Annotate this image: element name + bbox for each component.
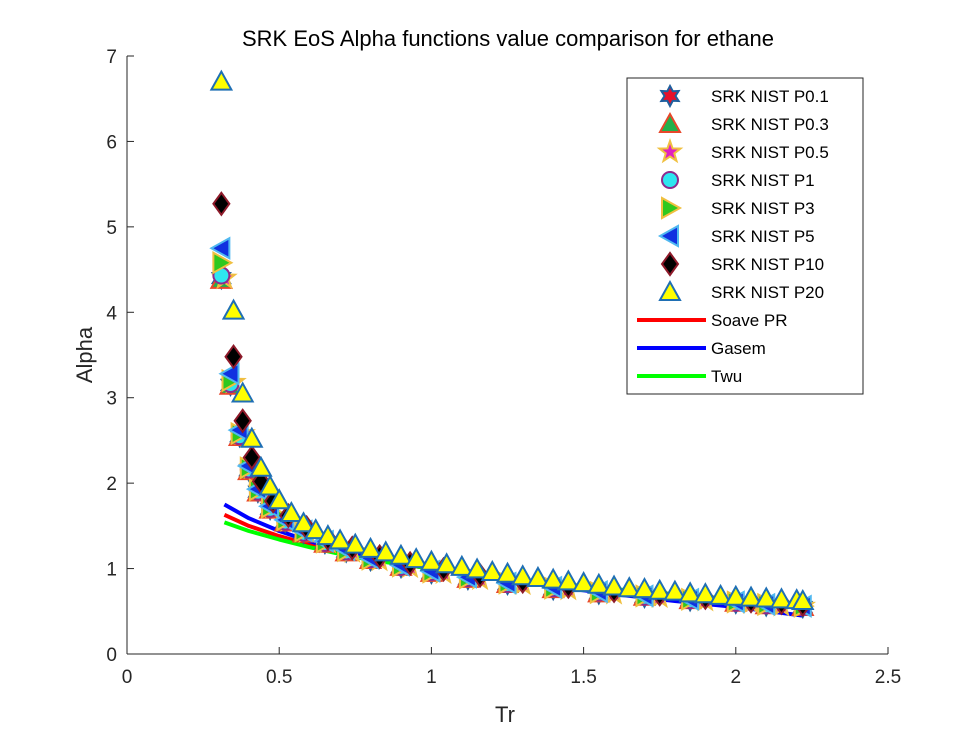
y-tick-label: 4 [106,303,117,324]
data-point [450,554,474,576]
data-point [218,362,240,386]
data-point [663,579,687,601]
legend-label: Gasem [711,339,766,358]
data-point [434,552,459,574]
data-point [358,536,383,558]
data-point [279,500,304,523]
x-tick-label: 2.5 [875,667,901,688]
legend-label: SRK NIST P3 [711,199,815,218]
data-point [230,381,255,403]
data-point [495,561,520,583]
data-point [769,587,794,609]
data-point [249,455,273,477]
legend-label: Soave PR [711,311,788,330]
x-tick-label: 0 [122,667,133,688]
y-tick-label: 3 [106,389,117,410]
data-point [209,69,234,91]
data-point [602,574,626,596]
data-point [571,571,596,593]
legend-label: SRK NIST P1 [711,171,815,190]
data-point [541,567,565,589]
data-point [304,518,328,540]
y-tick-label: 6 [106,132,117,153]
data-point [374,540,398,562]
data-point [587,572,611,594]
legend-label: SRK NIST P10 [711,255,824,274]
legend-marker [658,279,682,301]
y-tick-label: 7 [106,47,117,68]
x-axis-label: Tr [495,702,515,727]
legend-marker [661,196,683,220]
data-point [754,586,778,608]
data-point [267,488,291,510]
legend-label: SRK NIST P0.3 [711,115,829,134]
data-point [419,549,444,571]
legend-marker [657,224,679,248]
data-point [404,547,428,569]
data-point [480,559,504,581]
x-tick-label: 0.5 [266,667,292,688]
data-point [316,524,340,546]
data-point [708,583,733,605]
data-point [212,191,231,217]
data-point [791,588,815,611]
legend: SRK NIST P0.1 SRK NIST P0.3 SRK NIST P0.5 S… [626,77,864,395]
legend-label: Twu [711,367,742,386]
axes: 0 0.5 1 1.5 2 2.5 0 1 2 3 4 5 6 7 [106,47,901,688]
legend-label: SRK NIST P0.5 [711,143,829,162]
series-markers [209,69,816,620]
legend-marker [658,111,682,133]
data-point [212,251,234,275]
data-point [221,298,246,320]
legend-marker [660,251,680,277]
data-point [240,426,264,448]
y-tick-label: 5 [106,218,117,239]
chart-title: SRK EoS Alpha functions value comparison… [242,26,774,51]
y-tick-label: 0 [106,645,117,666]
data-point [617,576,641,598]
data-point [233,408,252,434]
data-point [343,532,367,554]
legend-label: SRK NIST P5 [711,227,815,246]
data-point [678,581,702,603]
legend-label: SRK NIST P0.1 [711,87,829,106]
legend-marker [661,171,679,189]
data-point [389,543,413,565]
x-tick-label: 1.5 [570,667,596,688]
x-tick-label: 2 [731,667,742,688]
data-point [739,585,763,607]
y-tick-label: 1 [106,560,117,581]
data-point [465,557,489,579]
y-tick-label: 2 [106,474,117,495]
data-point [648,578,672,600]
data-point [724,584,748,606]
data-point [328,528,352,550]
data-point [224,344,243,370]
x-tick-label: 1 [426,667,437,688]
legend-label: SRK NIST P20 [711,283,824,302]
data-point [556,569,581,591]
data-point [291,511,316,533]
series-marker-group [209,69,815,611]
data-point [511,564,535,586]
data-point [242,444,262,471]
y-axis-label: Alpha [72,326,97,383]
data-point [632,577,657,599]
data-point [258,474,282,496]
data-point [526,565,550,587]
data-point [209,236,231,260]
legend-marker [656,137,684,164]
legend-marker [659,83,681,109]
data-point [693,582,718,604]
